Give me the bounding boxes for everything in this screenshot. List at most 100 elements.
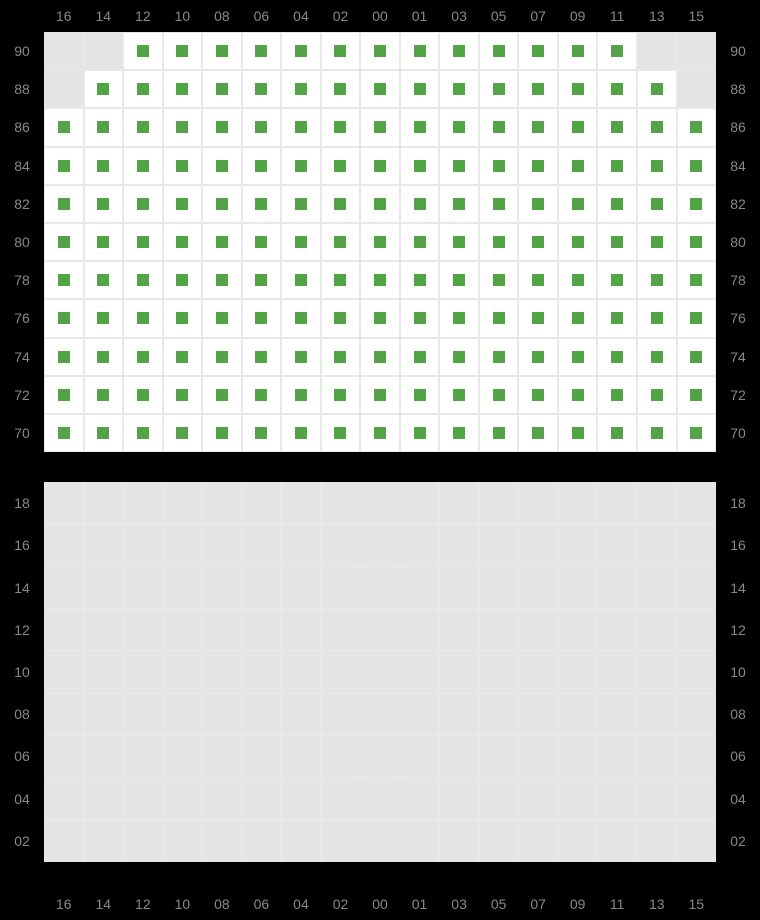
seat-available[interactable]: [281, 32, 321, 70]
seat-available[interactable]: [677, 414, 717, 452]
seat-available[interactable]: [360, 414, 400, 452]
seat-available[interactable]: [84, 70, 124, 108]
seat-available[interactable]: [597, 261, 637, 299]
seat-available[interactable]: [597, 32, 637, 70]
seat-available[interactable]: [163, 223, 203, 261]
seat-available[interactable]: [163, 32, 203, 70]
seat-available[interactable]: [321, 108, 361, 146]
seat-available[interactable]: [163, 261, 203, 299]
seat-available[interactable]: [281, 414, 321, 452]
seat-available[interactable]: [637, 223, 677, 261]
seat-available[interactable]: [123, 376, 163, 414]
seat-available[interactable]: [242, 108, 282, 146]
seat-available[interactable]: [479, 299, 519, 337]
seat-available[interactable]: [321, 32, 361, 70]
seat-available[interactable]: [597, 376, 637, 414]
seat-available[interactable]: [637, 70, 677, 108]
seat-available[interactable]: [321, 376, 361, 414]
seat-available[interactable]: [163, 376, 203, 414]
seat-available[interactable]: [242, 70, 282, 108]
seat-available[interactable]: [44, 185, 84, 223]
seat-available[interactable]: [242, 223, 282, 261]
seat-available[interactable]: [597, 338, 637, 376]
seat-available[interactable]: [163, 299, 203, 337]
seat-available[interactable]: [637, 185, 677, 223]
seat-available[interactable]: [202, 185, 242, 223]
seat-available[interactable]: [360, 108, 400, 146]
seat-available[interactable]: [518, 32, 558, 70]
seat-available[interactable]: [400, 223, 440, 261]
seat-available[interactable]: [518, 70, 558, 108]
seat-available[interactable]: [558, 414, 598, 452]
seat-available[interactable]: [400, 70, 440, 108]
seat-available[interactable]: [637, 338, 677, 376]
seat-available[interactable]: [360, 261, 400, 299]
seat-available[interactable]: [321, 414, 361, 452]
seat-available[interactable]: [44, 261, 84, 299]
seat-available[interactable]: [518, 338, 558, 376]
seat-available[interactable]: [163, 338, 203, 376]
seat-available[interactable]: [360, 223, 400, 261]
seat-available[interactable]: [242, 414, 282, 452]
seat-available[interactable]: [439, 414, 479, 452]
seat-available[interactable]: [479, 147, 519, 185]
seat-available[interactable]: [597, 299, 637, 337]
seat-available[interactable]: [400, 108, 440, 146]
seat-available[interactable]: [242, 261, 282, 299]
seat-available[interactable]: [321, 147, 361, 185]
seat-available[interactable]: [44, 108, 84, 146]
seat-available[interactable]: [84, 338, 124, 376]
seat-available[interactable]: [84, 299, 124, 337]
seat-available[interactable]: [123, 32, 163, 70]
seat-available[interactable]: [321, 261, 361, 299]
seat-available[interactable]: [597, 70, 637, 108]
seat-available[interactable]: [84, 223, 124, 261]
seat-available[interactable]: [637, 299, 677, 337]
seat-available[interactable]: [44, 147, 84, 185]
seat-available[interactable]: [44, 414, 84, 452]
seat-available[interactable]: [84, 376, 124, 414]
seat-available[interactable]: [44, 376, 84, 414]
seat-available[interactable]: [479, 70, 519, 108]
seat-available[interactable]: [123, 338, 163, 376]
seat-available[interactable]: [321, 185, 361, 223]
seat-available[interactable]: [518, 108, 558, 146]
seat-available[interactable]: [597, 147, 637, 185]
seat-available[interactable]: [123, 261, 163, 299]
seat-available[interactable]: [439, 70, 479, 108]
seat-available[interactable]: [44, 223, 84, 261]
seat-available[interactable]: [558, 376, 598, 414]
seat-available[interactable]: [123, 108, 163, 146]
seat-available[interactable]: [558, 185, 598, 223]
seat-available[interactable]: [84, 414, 124, 452]
seat-available[interactable]: [242, 299, 282, 337]
seat-available[interactable]: [202, 338, 242, 376]
seat-available[interactable]: [677, 185, 717, 223]
seat-available[interactable]: [163, 185, 203, 223]
seat-available[interactable]: [202, 32, 242, 70]
seat-available[interactable]: [558, 70, 598, 108]
seat-available[interactable]: [677, 338, 717, 376]
seat-available[interactable]: [321, 299, 361, 337]
seat-available[interactable]: [163, 147, 203, 185]
seat-available[interactable]: [360, 70, 400, 108]
seat-available[interactable]: [202, 108, 242, 146]
seat-available[interactable]: [439, 185, 479, 223]
seat-available[interactable]: [637, 108, 677, 146]
seat-available[interactable]: [163, 70, 203, 108]
seat-available[interactable]: [281, 185, 321, 223]
seat-available[interactable]: [518, 185, 558, 223]
seat-available[interactable]: [123, 185, 163, 223]
seat-available[interactable]: [558, 108, 598, 146]
seat-available[interactable]: [321, 70, 361, 108]
seat-available[interactable]: [597, 223, 637, 261]
seat-available[interactable]: [400, 414, 440, 452]
seat-available[interactable]: [281, 70, 321, 108]
seat-available[interactable]: [637, 261, 677, 299]
seat-available[interactable]: [400, 261, 440, 299]
seat-available[interactable]: [281, 108, 321, 146]
seat-available[interactable]: [123, 147, 163, 185]
seat-available[interactable]: [479, 223, 519, 261]
seat-available[interactable]: [479, 185, 519, 223]
seat-available[interactable]: [163, 414, 203, 452]
